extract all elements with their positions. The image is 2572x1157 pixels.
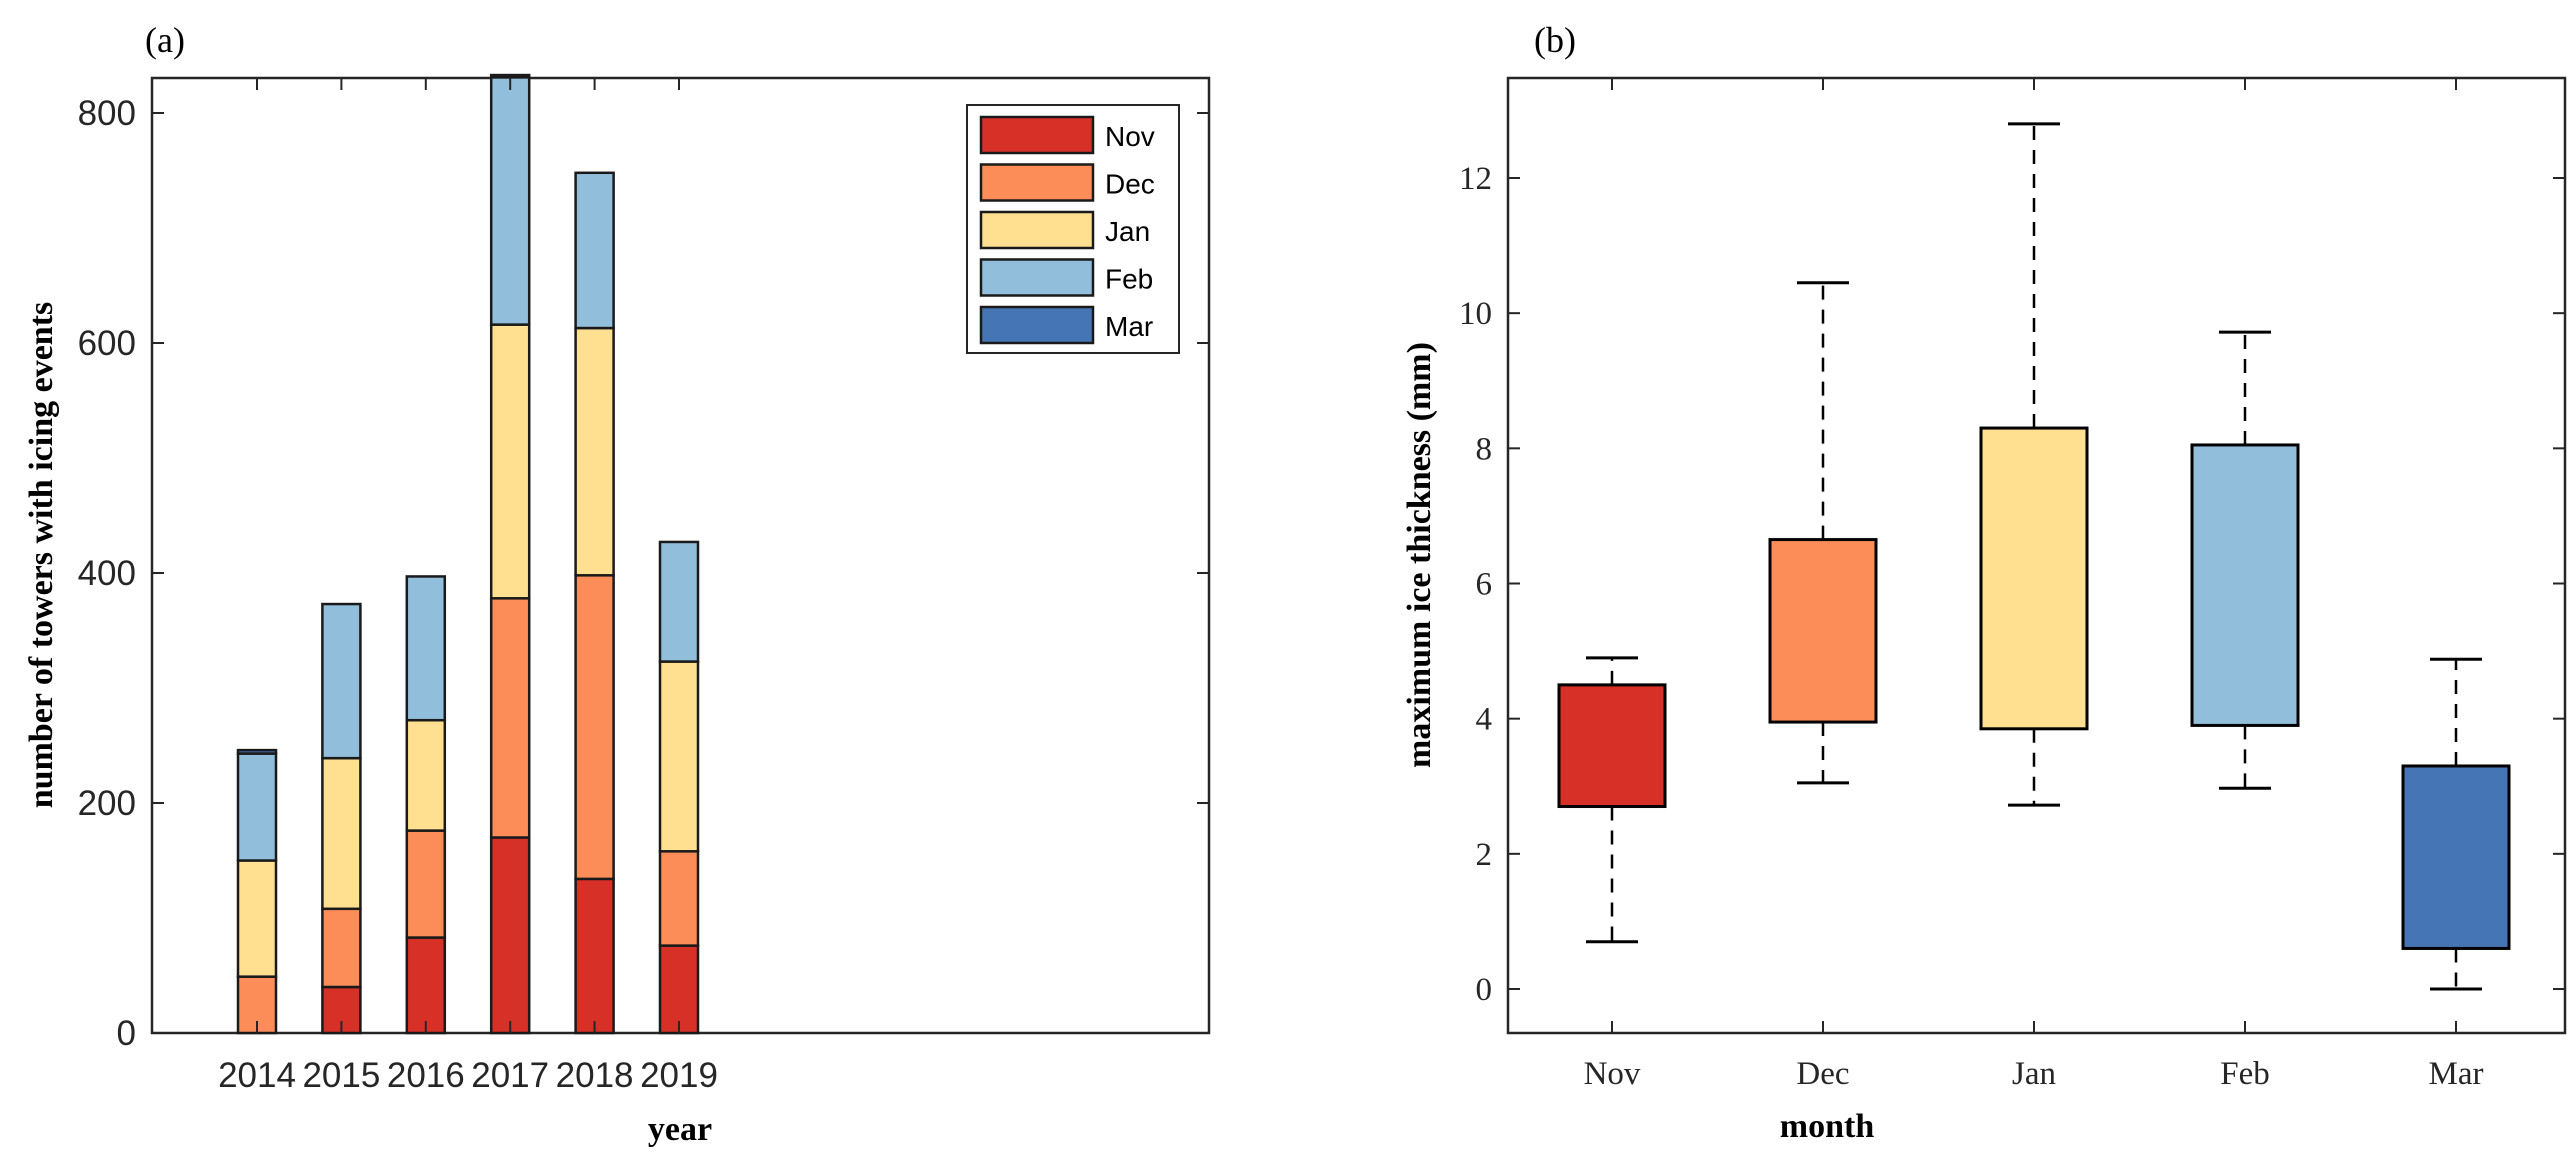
legend-swatch-dec: [979, 163, 1095, 202]
legend-swatch-mar: [979, 305, 1095, 345]
legend-swatch-nov: [979, 115, 1095, 155]
bar-2019-nov: [658, 944, 700, 1035]
bar-2018-jan: [574, 326, 615, 577]
bar-2017-dec: [489, 597, 531, 839]
y-axis-label-a: number of towers with icing events: [23, 302, 60, 809]
y-tick-label-a: 400: [78, 554, 136, 593]
bar-2016-dec: [405, 829, 447, 939]
y-tick-label-b: 6: [1476, 567, 1493, 603]
x-tick-label-b: Mar: [2429, 1056, 2484, 1092]
bar-2017-jan: [489, 323, 531, 600]
bar-2015-jan: [321, 756, 362, 911]
bar-2014-mar: [236, 748, 278, 755]
bar-2019-dec: [658, 850, 700, 947]
x-tick-label-a: 2016: [387, 1056, 465, 1095]
x-tick-label-a: 2019: [640, 1056, 718, 1095]
bar-2015-feb: [321, 602, 362, 760]
bar-2019-feb: [658, 540, 700, 663]
bar-2014-jan: [236, 859, 278, 978]
legend-label-jan: Jan: [1105, 216, 1150, 247]
x-tick-label-a: 2014: [218, 1056, 296, 1095]
y-tick-label-b: 0: [1476, 972, 1493, 1008]
y-tick-label-b: 8: [1476, 431, 1493, 467]
y-axis-label-b: maximum ice thickness (mm): [1401, 342, 1438, 768]
y-tick-label-a: 600: [78, 324, 136, 363]
legend: Nov Dec Jan Feb Mar: [966, 104, 1180, 354]
y-tick-label-a: 0: [117, 1014, 136, 1053]
legend-label-mar: Mar: [1105, 311, 1153, 342]
bar-2018-nov: [574, 877, 615, 1035]
bar-2016-nov: [405, 936, 447, 1035]
y-tick-label-a: 800: [78, 94, 136, 133]
x-axis-label-a: year: [648, 1111, 712, 1148]
x-tick-label-b: Feb: [2220, 1056, 2270, 1092]
box-mar: [2401, 764, 2511, 950]
legend-label-dec: Dec: [1105, 169, 1155, 200]
legend-label-nov: Nov: [1105, 121, 1155, 152]
x-axis-label-b: month: [1780, 1108, 1875, 1145]
bar-2014-feb: [236, 752, 278, 862]
x-tick-label-a: 2015: [302, 1056, 380, 1095]
legend-swatch-feb: [979, 258, 1095, 297]
y-tick-label-b: 2: [1476, 837, 1493, 873]
x-tick-label-b: Dec: [1796, 1056, 1849, 1092]
bar-2015-dec: [321, 907, 362, 989]
bar-2018-feb: [574, 171, 615, 330]
legend-label-feb: Feb: [1105, 264, 1153, 295]
box-dec: [1768, 538, 1878, 724]
bar-2018-dec: [574, 574, 615, 881]
x-tick-label-a: 2017: [471, 1056, 549, 1095]
stacked-bar-chart-panel: (a) 0 200 400 600 800 2014 2015 2016 2017 2018 20…: [23, 20, 1211, 1148]
bar-2017-mar: [489, 73, 531, 79]
x-tick-label-b: Nov: [1584, 1056, 1641, 1092]
panel-label-b: (b): [1534, 20, 1576, 60]
bar-2016-feb: [405, 575, 447, 722]
panel-label-a: (a): [145, 20, 185, 60]
box-feb: [2190, 443, 2300, 727]
y-tick-label-b: 4: [1476, 702, 1493, 738]
legend-swatch-jan: [979, 210, 1095, 250]
bar-2016-jan: [405, 718, 447, 832]
bar-2019-jan: [658, 660, 700, 853]
bar-2017-nov: [489, 836, 531, 1035]
y-tick-label-a: 200: [78, 784, 136, 823]
bar-2017-feb: [489, 76, 531, 326]
x-tick-label-a: 2018: [556, 1056, 634, 1095]
plot-area-b: [1506, 76, 2567, 1035]
box-plot-panel: (b) 0 2 4 6 8 10 12 Nov Dec Jan Feb Mar month maxi…: [1401, 20, 2567, 1145]
x-tick-label-b: Jan: [2012, 1056, 2056, 1092]
box-nov: [1557, 683, 1667, 809]
box-jan: [1979, 426, 2089, 731]
y-tick-label-b: 12: [1459, 161, 1492, 197]
y-tick-label-b: 10: [1459, 296, 1492, 332]
